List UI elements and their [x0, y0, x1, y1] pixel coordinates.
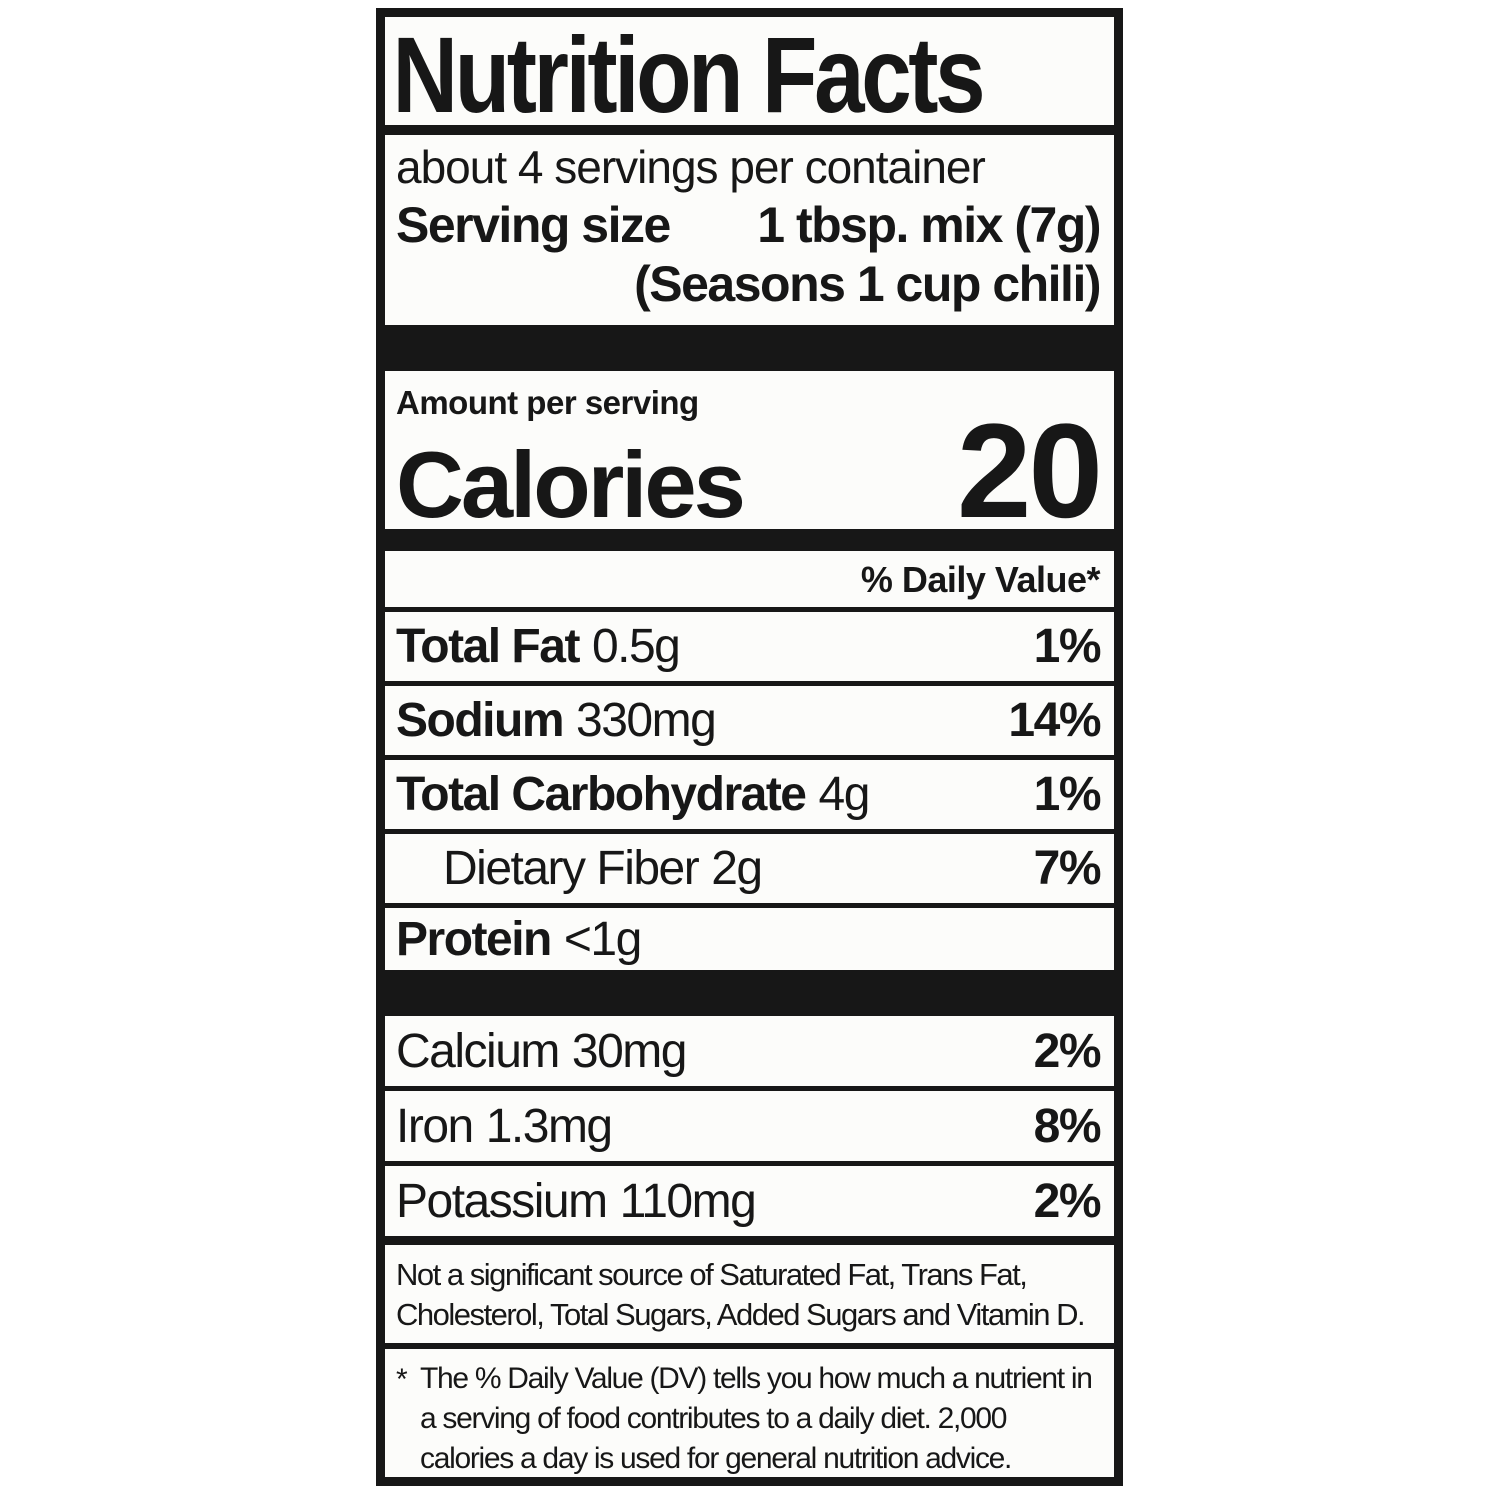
nutrient-name: Protein	[396, 912, 552, 966]
nutrient-daily-value: 7%	[1033, 842, 1102, 895]
calories-row: Calories 20	[385, 397, 1114, 546]
footnote-divider-rule	[385, 1343, 1114, 1349]
serving-size-value: 1 tbsp. mix (7g)	[757, 197, 1101, 253]
calories-value: 20	[956, 397, 1103, 546]
mineral-row-calcium: Calcium 30mg 2%	[385, 1016, 1114, 1086]
nutrient-amount: 4g	[818, 768, 871, 821]
amount-per-serving-label: Amount per serving	[396, 384, 699, 421]
nutrient-row-sodium: Sodium 330mg 14%	[385, 686, 1114, 755]
divider-rule	[385, 755, 1114, 760]
mineral-name: Potassium	[396, 1174, 608, 1228]
nutrient-row-total-carbohydrate: Total Carbohydrate 4g 1%	[385, 760, 1114, 829]
divider-rule	[385, 681, 1114, 686]
section-divider-thick-top	[385, 325, 1114, 371]
servings-per-container: about 4 servings per container	[396, 141, 986, 193]
calories-divider-bar	[385, 529, 1114, 551]
serving-size-note: (Seasons 1 cup chili)	[634, 256, 1101, 312]
mineral-amount: 1.3mg	[485, 1099, 613, 1153]
label-title: Nutrition Facts	[392, 14, 986, 135]
calories-label: Calories	[396, 432, 746, 537]
divider-rule	[385, 829, 1114, 834]
nutrient-name: Sodium	[396, 694, 565, 747]
mineral-daily-value: 2%	[1033, 1174, 1102, 1228]
nutrient-name: Total Fat	[396, 620, 580, 673]
nutrient-row-protein: Protein <1g	[385, 908, 1114, 970]
mineral-amount: 110mg	[619, 1174, 757, 1228]
not-significant-note: Not a significant source of Saturated Fa…	[396, 1257, 1086, 1332]
minerals-divider-rule	[385, 1236, 1114, 1245]
mineral-name: Calcium	[396, 1024, 560, 1078]
mineral-row-iron: Iron 1.3mg 8%	[385, 1091, 1114, 1161]
divider-rule	[385, 903, 1114, 908]
section-divider-thick-bottom	[385, 970, 1114, 1016]
title-divider-rule	[385, 125, 1114, 135]
nutrient-daily-value: 14%	[1008, 694, 1101, 747]
mineral-daily-value: 2%	[1033, 1024, 1102, 1078]
divider-rule	[385, 607, 1114, 612]
nutrient-daily-value: 1%	[1033, 768, 1102, 821]
mineral-amount: 30mg	[571, 1024, 688, 1078]
nutrient-name: Total Carbohydrate	[396, 768, 807, 821]
daily-value-footnote: * The % Daily Value (DV) tells you how m…	[385, 1349, 1114, 1477]
nutrient-amount: <1g	[563, 912, 642, 966]
nutrient-amount: 2g	[711, 842, 763, 895]
nutrient-amount: 330mg	[576, 694, 717, 747]
serving-size-row: Serving size 1 tbsp. mix (7g)	[385, 195, 1114, 255]
mineral-row-potassium: Potassium 110mg 2%	[385, 1166, 1114, 1236]
nutrient-amount: 0.5g	[591, 620, 681, 673]
nutrient-row-total-fat: Total Fat 0.5g 1%	[385, 612, 1114, 681]
nutrition-facts-label: Nutrition Facts about 4 servings per con…	[376, 8, 1123, 1486]
nutrient-daily-value: 1%	[1033, 620, 1102, 673]
footnote-asterisk: *	[396, 1363, 408, 1396]
nutrient-name: Dietary Fiber	[443, 842, 700, 895]
mineral-daily-value: 8%	[1033, 1099, 1102, 1153]
mineral-name: Iron	[396, 1099, 474, 1153]
daily-value-header: % Daily Value*	[860, 559, 1101, 600]
footnote-text: The % Daily Value (DV) tells you how muc…	[420, 1362, 1093, 1475]
divider-rule	[385, 1086, 1114, 1091]
divider-rule	[385, 1161, 1114, 1166]
serving-size-label: Serving size	[396, 197, 671, 253]
nutrient-row-dietary-fiber: Dietary Fiber 2g 7%	[385, 834, 1114, 903]
